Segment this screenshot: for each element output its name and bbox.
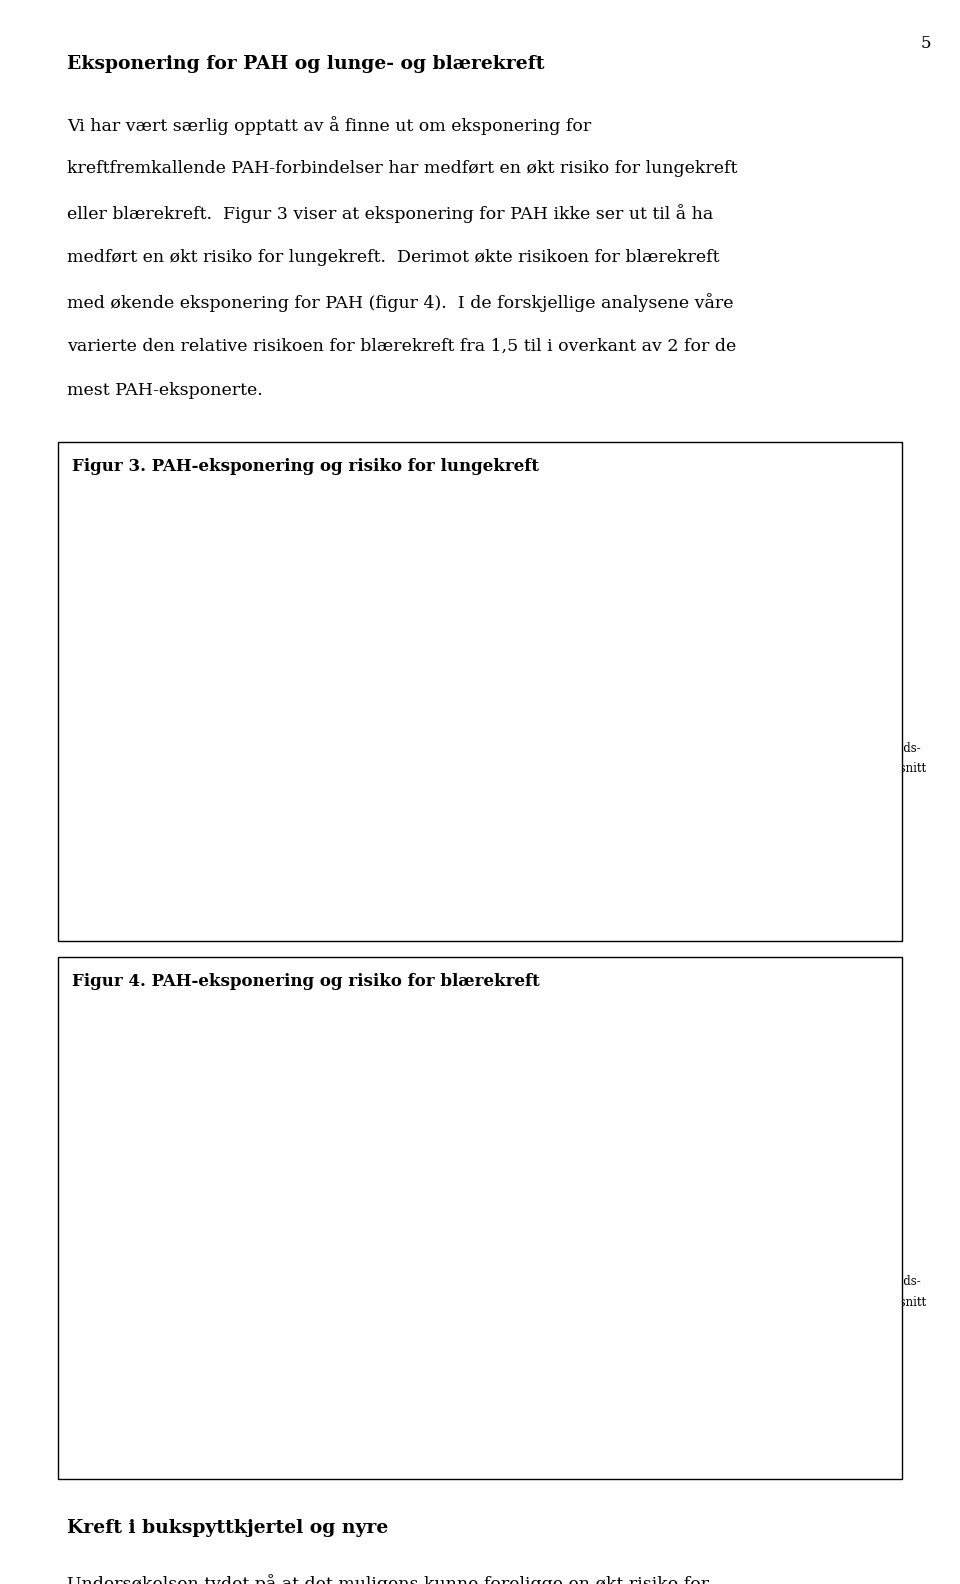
Y-axis label: Relativ Risiko: Relativ Risiko (93, 1144, 107, 1245)
Text: 1,3: 1,3 (587, 1123, 613, 1137)
Text: 30
tilfeller: 30 tilfeller (572, 795, 628, 824)
Text: 5: 5 (921, 35, 931, 52)
Bar (185, 651, 285, 830)
Text: Lands-: Lands- (881, 743, 921, 756)
Y-axis label: Relativ Risiko: Relativ Risiko (93, 616, 107, 719)
Text: 93
tilfeller: 93 tilfeller (207, 795, 263, 824)
Text: gj. snitt: gj. snitt (881, 1296, 926, 1308)
Text: 20
tilfeller: 20 tilfeller (390, 1334, 445, 1362)
Text: 0,9: 0,9 (769, 665, 796, 680)
Text: med økende eksponering for PAH (figur 4).  I de forskjellige analysene våre: med økende eksponering for PAH (figur 4)… (67, 293, 733, 312)
Text: Lands-: Lands- (881, 1275, 921, 1288)
Bar (185, 1177, 285, 1369)
Bar (368, 619, 468, 830)
Text: 1,1: 1,1 (222, 1158, 249, 1172)
Bar (550, 700, 650, 830)
Text: 0,8: 0,8 (587, 683, 613, 695)
Text: 28
tilfeller: 28 tilfeller (755, 795, 810, 824)
X-axis label: Samlet PAH-eksponering (µg/m3) x (år): Samlet PAH-eksponering (µg/m3) x (år) (363, 859, 655, 874)
Text: Eksponering for PAH og lunge- og blærekreft: Eksponering for PAH og lunge- og blærekr… (67, 55, 544, 73)
Text: medført en økt risiko for lungekreft.  Derimot økte risikoen for blærekreft: medført en økt risiko for lungekreft. De… (67, 249, 720, 266)
Text: 52
tilfeller: 52 tilfeller (207, 1334, 263, 1362)
Bar (368, 1159, 468, 1369)
Text: Figur 4. PAH-eksponering og risiko for blærekreft: Figur 4. PAH-eksponering og risiko for b… (72, 973, 540, 990)
Text: varierte den relative risikoen for blærekreft fra 1,5 til i overkant av 2 for de: varierte den relative risikoen for blære… (67, 337, 736, 355)
Text: 1,2: 1,2 (404, 1140, 431, 1155)
Text: Undersøkelsen tydet på at det muligens kunne foreligge en økt risiko for: Undersøkelsen tydet på at det muligens k… (67, 1574, 709, 1584)
Text: mest PAH-eksponerte.: mest PAH-eksponerte. (67, 382, 263, 399)
Text: Figur 3. PAH-eksponering og risiko for lungekreft: Figur 3. PAH-eksponering og risiko for l… (72, 458, 539, 475)
Text: 1,7: 1,7 (769, 1053, 796, 1068)
Text: 31
tilfeller: 31 tilfeller (755, 1334, 810, 1362)
Text: 1,1: 1,1 (222, 634, 249, 648)
Text: kreftfremkallende PAH-forbindelser har medført en økt risiko for lungekreft: kreftfremkallende PAH-forbindelser har m… (67, 160, 737, 177)
Text: eller blærekreft.  Figur 3 viser at eksponering for PAH ikke ser ut til å ha: eller blærekreft. Figur 3 viser at ekspo… (67, 204, 713, 223)
Text: Kreft i bukspyttkjertel og nyre: Kreft i bukspyttkjertel og nyre (67, 1519, 389, 1536)
Text: 27
tilfeller: 27 tilfeller (572, 1334, 628, 1362)
Text: gj. snitt: gj. snitt (881, 762, 926, 775)
X-axis label: Samlet PAH-eksponering (µg/m3) x (år): Samlet PAH-eksponering (µg/m3) x (år) (363, 1397, 655, 1413)
Bar (732, 1072, 832, 1369)
Text: 38
tilfeller: 38 tilfeller (390, 795, 445, 824)
Bar (732, 684, 832, 830)
Text: 1,3: 1,3 (404, 600, 431, 615)
Bar (550, 1142, 650, 1369)
Text: Vi har vært særlig opptatt av å finne ut om eksponering for: Vi har vært særlig opptatt av å finne ut… (67, 116, 591, 135)
